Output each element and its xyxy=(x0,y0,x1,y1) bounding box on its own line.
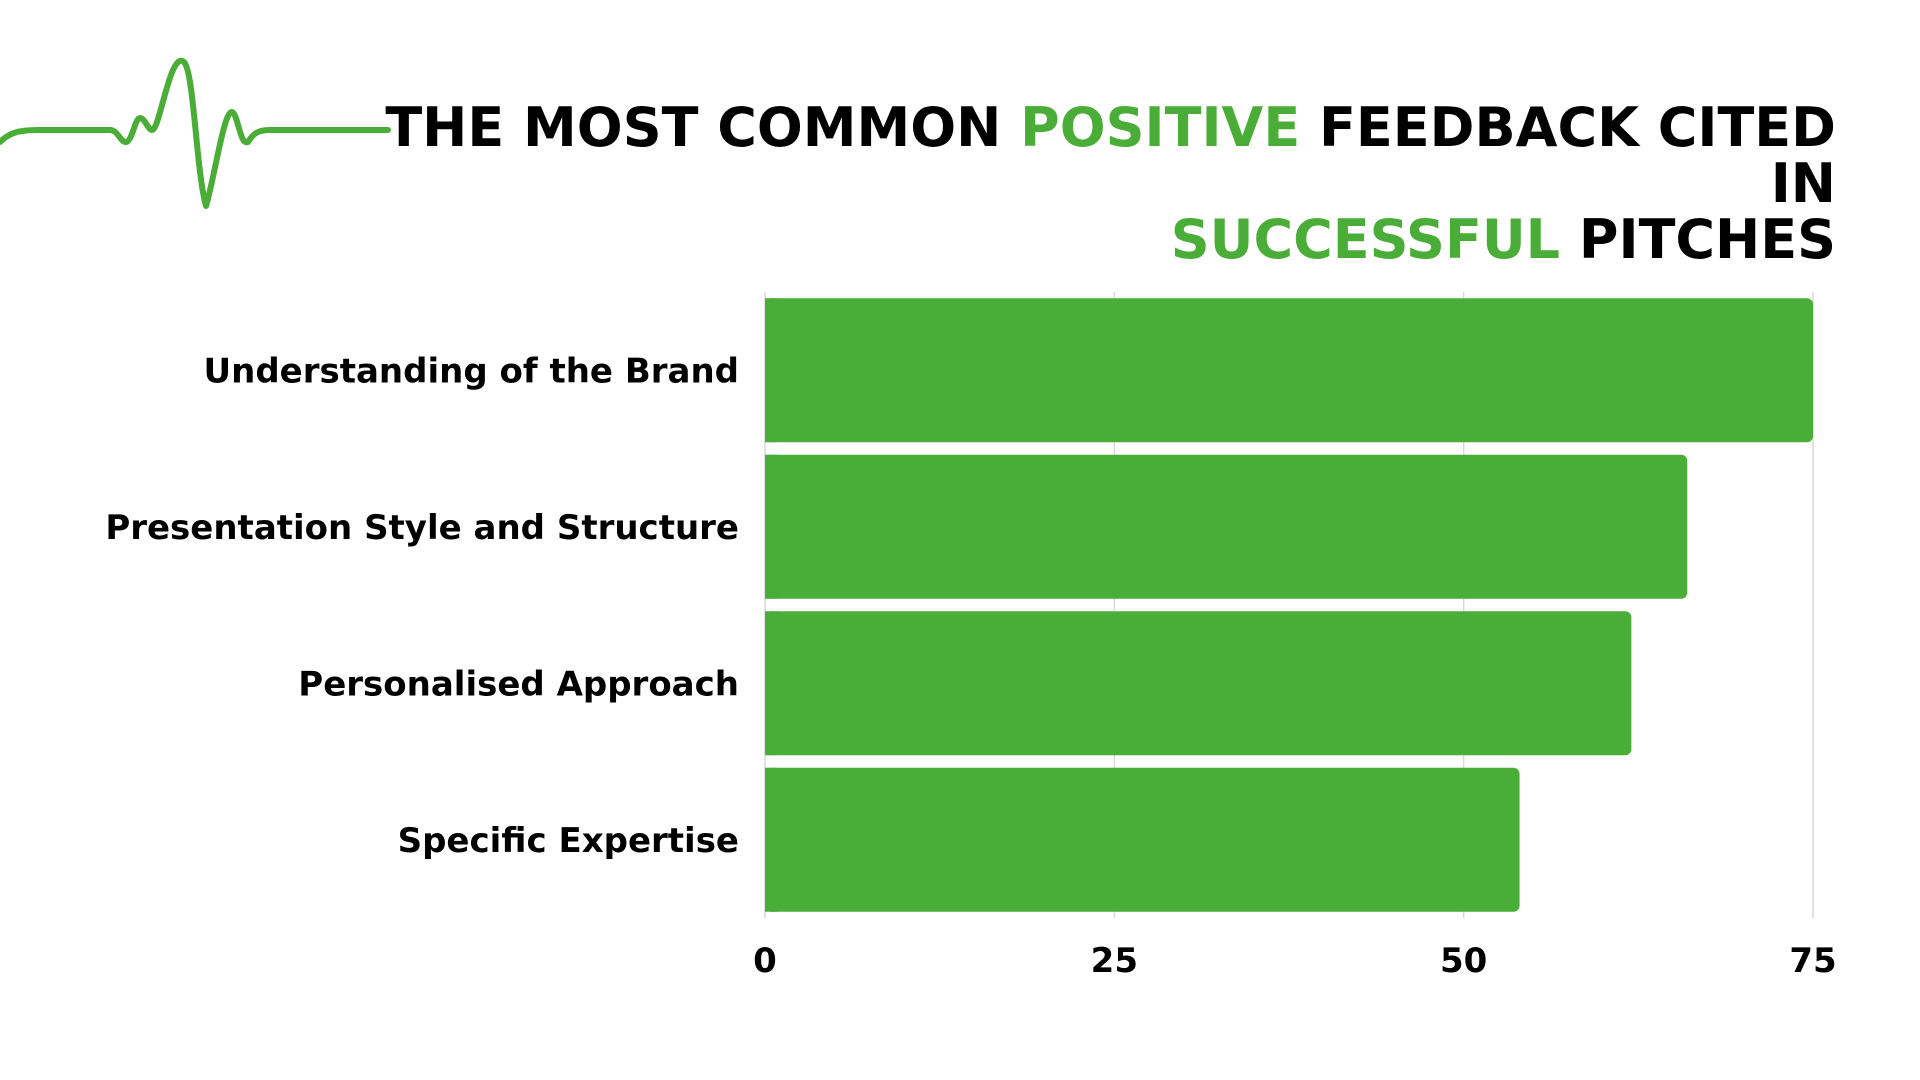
title-text: FEEDBACK CITED IN xyxy=(1300,96,1836,215)
bars xyxy=(765,298,1813,912)
bar-base xyxy=(765,767,777,912)
x-tick-label: 75 xyxy=(1789,941,1836,981)
bar xyxy=(765,767,1520,912)
bar xyxy=(765,454,1688,599)
category-label: Personalised Approach xyxy=(298,664,739,704)
title-text: PITCHES xyxy=(1560,208,1836,271)
title-line-1: THE MOST COMMON POSITIVE FEEDBACK CITED … xyxy=(336,100,1836,212)
x-tick-label: 0 xyxy=(753,941,777,981)
bar xyxy=(765,298,1813,443)
bar-base xyxy=(765,298,777,443)
category-label: Presentation Style and Structure xyxy=(105,508,739,548)
title-accent-positive: POSITIVE xyxy=(1020,96,1301,159)
category-label: Specific Expertise xyxy=(398,821,739,861)
bar-base xyxy=(765,611,777,756)
category-labels: Understanding of the Brand Presentation S… xyxy=(105,351,739,861)
category-label: Understanding of the Brand xyxy=(204,351,740,391)
title-accent-successful: SUCCESSFUL xyxy=(1170,208,1561,271)
bar xyxy=(765,611,1632,756)
bar-base xyxy=(765,454,777,599)
chart-title: THE MOST COMMON POSITIVE FEEDBACK CITED … xyxy=(336,100,1836,268)
title-line-2: SUCCESSFUL PITCHES xyxy=(336,212,1836,268)
x-tick-label: 25 xyxy=(1091,941,1138,981)
heartbeat-line-icon xyxy=(0,57,391,209)
x-axis-ticks: 0 25 50 75 xyxy=(753,941,1837,981)
x-tick-label: 50 xyxy=(1440,941,1487,981)
title-text: THE MOST COMMON xyxy=(385,96,1021,159)
